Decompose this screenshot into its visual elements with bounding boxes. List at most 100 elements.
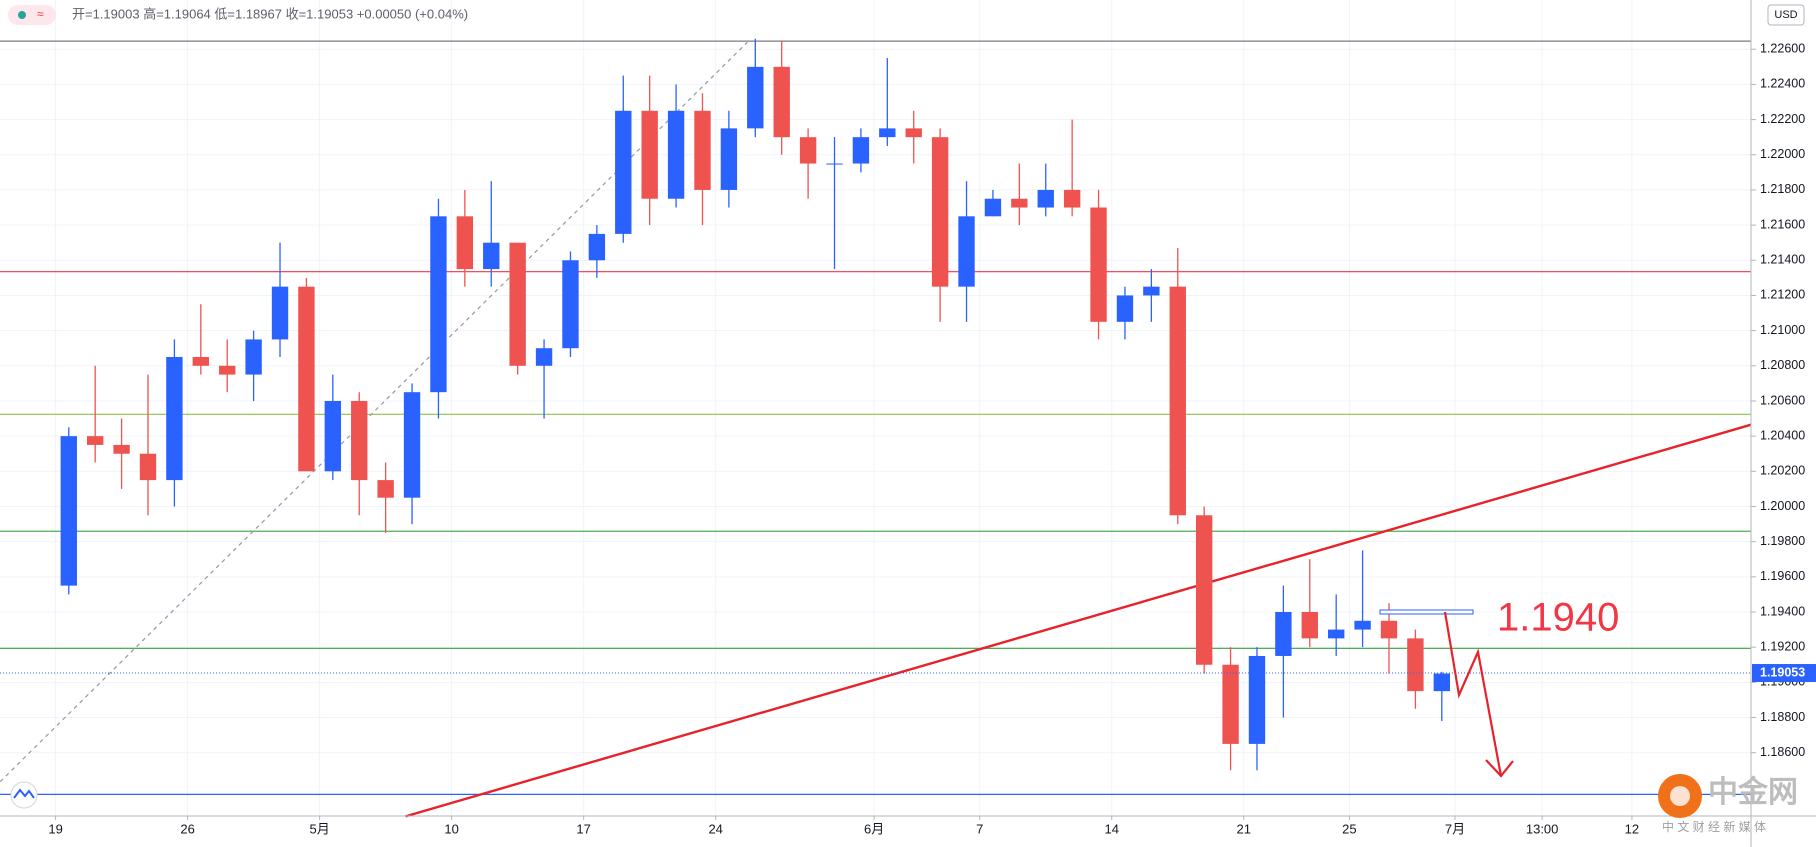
candle-body (905, 128, 922, 138)
arrow-head (1485, 759, 1514, 778)
candle-body (87, 436, 104, 445)
candle-body (535, 348, 553, 366)
y-tick-label: 1.20000 (1760, 499, 1805, 513)
candle-body (1169, 286, 1186, 516)
y-tick-label: 1.18800 (1760, 710, 1805, 724)
y-tick-label: 1.22200 (1760, 112, 1805, 126)
candle-body (1354, 620, 1371, 630)
y-tick-label: 1.21600 (1760, 217, 1805, 231)
trend-line (405, 423, 1752, 818)
y-tick-label: 1.22000 (1760, 147, 1805, 161)
x-tick-label: 7月 (1445, 821, 1465, 836)
candle-body (60, 436, 77, 586)
candle-body (1090, 207, 1107, 322)
candle-body (667, 110, 685, 199)
watermark-subtitle: 中 文 财 经 新 媒 体 (1662, 819, 1766, 834)
y-tick-label: 1.20400 (1760, 428, 1805, 442)
ohlc-legend: 开=1.19003 高=1.19064 低=1.18967 收=1.19053 … (72, 6, 468, 21)
x-tick-label: 13:00 (1526, 821, 1559, 836)
candle-body (139, 453, 157, 481)
candle-body (1380, 620, 1398, 639)
watermark-logo-inner (1670, 786, 1690, 806)
x-tick-label: 10 (444, 821, 458, 836)
candle-body (377, 480, 394, 498)
candle-body (351, 400, 368, 481)
candle-body (245, 339, 262, 375)
y-tick-label: 1.22400 (1760, 77, 1805, 91)
x-tick-label: 6月 (864, 821, 884, 836)
candle-body (1433, 673, 1450, 692)
status-pill[interactable] (8, 5, 56, 25)
candle-body (1116, 295, 1134, 322)
candle-body (852, 137, 870, 164)
x-tick-label: 25 (1342, 821, 1356, 836)
x-tick-label: 17 (576, 821, 590, 836)
x-tick-label: 5月 (310, 821, 330, 836)
candle-body (879, 128, 896, 138)
candle-body (694, 110, 711, 190)
status-dot (18, 11, 26, 19)
candle-body (1037, 189, 1054, 208)
candle-body (271, 286, 289, 340)
candle-body (166, 357, 183, 481)
candle-body (826, 163, 843, 165)
y-tick-label: 1.19400 (1760, 604, 1805, 618)
candle-body (1248, 655, 1266, 744)
currency-label: USD (1774, 9, 1797, 21)
candle-body (1222, 664, 1239, 744)
logo-icon (13, 788, 35, 799)
candle-body (430, 216, 447, 393)
current-price-label: 1.19053 (1760, 665, 1805, 679)
y-tick-label: 1.19600 (1760, 569, 1805, 583)
candle-body (509, 242, 526, 366)
y-tick-label: 1.20800 (1760, 358, 1805, 372)
x-tick-label: 26 (180, 821, 194, 836)
x-tick-label: 12 (1625, 821, 1639, 836)
y-tick-label: 1.21200 (1760, 288, 1805, 302)
annotation-level (1379, 609, 1474, 615)
forecast-arrow (1443, 611, 1503, 777)
candle-body (984, 198, 1002, 217)
candle-body (588, 233, 606, 261)
y-tick-label: 1.20600 (1760, 393, 1805, 407)
candle-body (931, 137, 949, 287)
x-tick-label: 14 (1105, 821, 1119, 836)
watermark-title: 中金网 (1708, 775, 1798, 809)
x-tick-label: 21 (1237, 821, 1251, 836)
candle-body (747, 66, 764, 129)
candle-body (1275, 612, 1292, 656)
candle-body (324, 400, 342, 472)
candle-body (1301, 612, 1318, 639)
current-price-tag (1752, 664, 1816, 683)
annotation-label: 1.1940 (1497, 596, 1619, 640)
x-tick-label: 24 (708, 821, 722, 836)
candle-body (799, 137, 817, 164)
currency-button[interactable] (1767, 4, 1805, 26)
candle-body (615, 110, 632, 234)
candle-body (113, 444, 130, 454)
candle-body (192, 357, 209, 366)
y-tick-label: 1.19800 (1760, 534, 1805, 548)
y-tick-label: 1.19200 (1760, 639, 1805, 653)
y-tick-label: 1.20200 (1760, 464, 1805, 478)
candle-body (403, 392, 421, 498)
x-tick-label: 19 (48, 821, 62, 836)
candle-body (1063, 189, 1081, 208)
y-tick-label: 1.21400 (1760, 253, 1805, 267)
candle-body (641, 110, 658, 199)
candle-body (298, 286, 315, 472)
candle-body (1011, 198, 1028, 208)
candle-body (562, 260, 579, 349)
candle-body (1328, 629, 1345, 639)
y-tick-label: 1.21800 (1760, 182, 1805, 196)
candle-body (456, 216, 474, 270)
candle-body (720, 128, 738, 190)
candle-body (773, 66, 790, 138)
candle-body (1143, 286, 1160, 296)
candle-body (958, 216, 975, 287)
y-tick-label: 1.18600 (1760, 745, 1805, 759)
y-tick-label: 1.21000 (1760, 323, 1805, 337)
